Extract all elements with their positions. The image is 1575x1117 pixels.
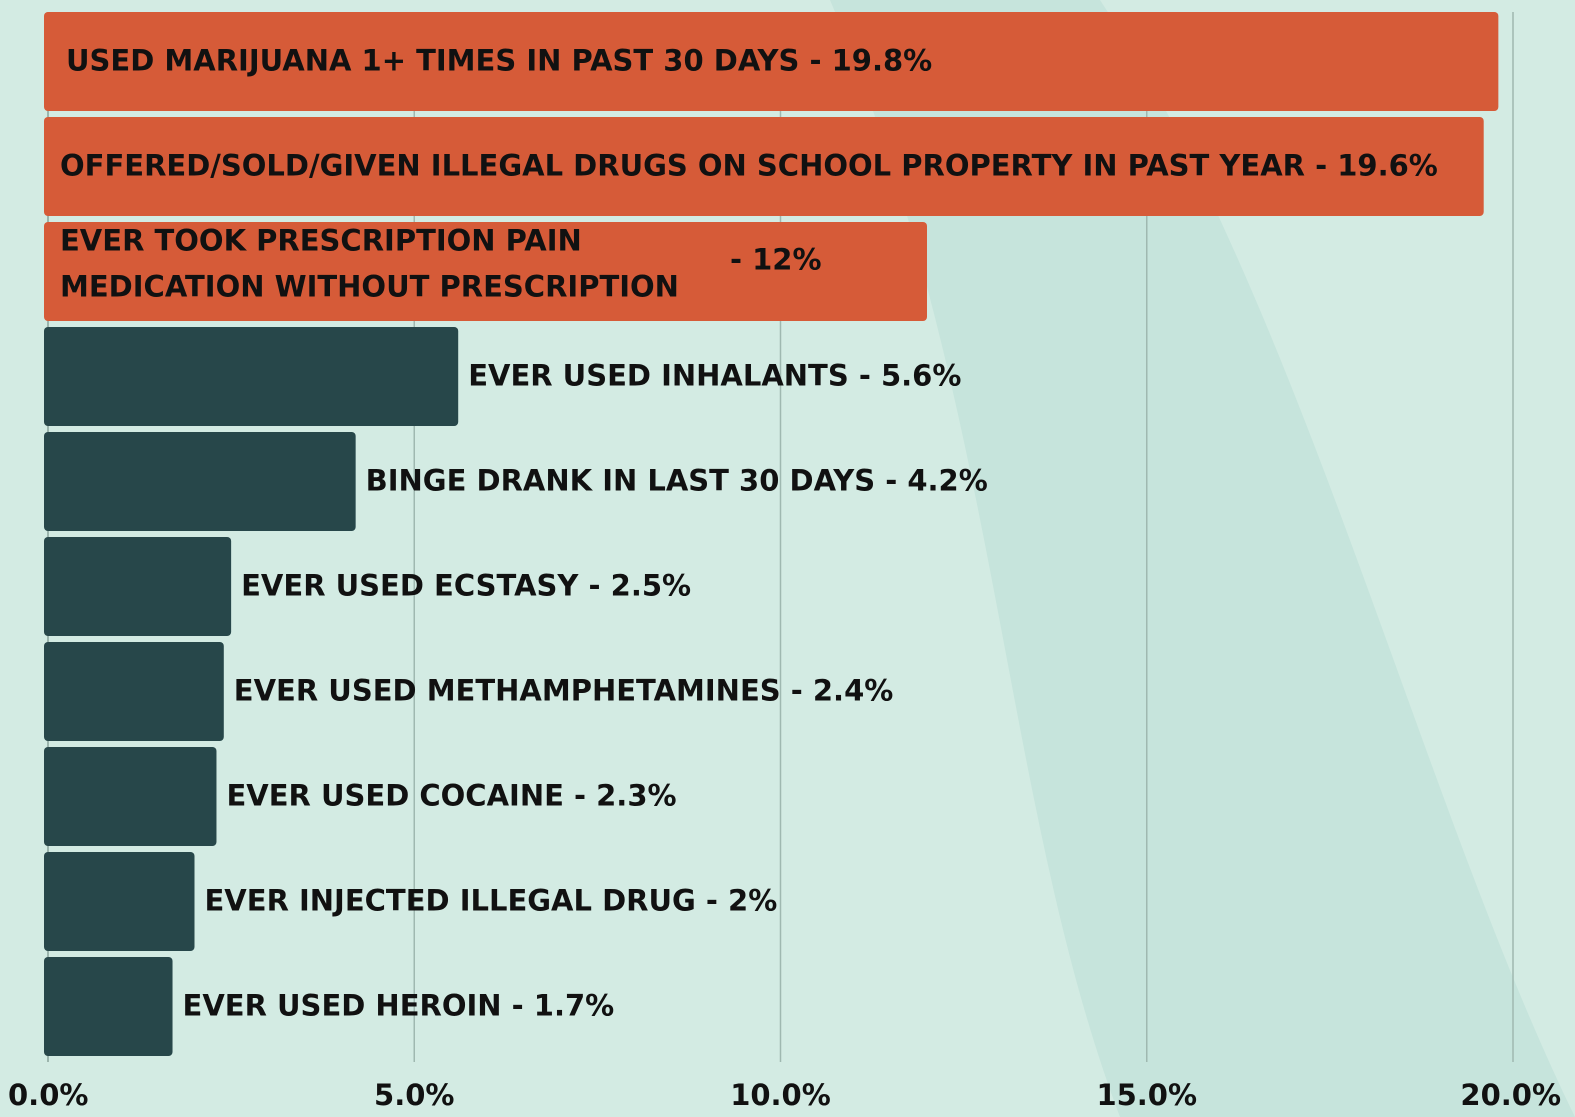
bar-label: EVER USED ECSTASY - 2.5% [241, 569, 691, 603]
bar [44, 117, 1484, 216]
bar [44, 957, 173, 1056]
bar [44, 12, 1499, 111]
bar [44, 222, 927, 321]
bar-label: EVER USED METHAMPHETAMINES - 2.4% [234, 674, 894, 708]
bar-label: EVER USED INHALANTS - 5.6% [468, 359, 961, 393]
background-shape [830, 0, 1575, 1117]
bar-label: EVER USED COCAINE - 2.3% [226, 779, 676, 813]
bar-label: EVER USED HEROIN - 1.7% [183, 989, 615, 1023]
bar [44, 747, 217, 846]
bar [44, 327, 459, 426]
bar-label: - 12% [730, 243, 822, 277]
x-tick-label: 5.0% [374, 1078, 454, 1112]
x-tick-label: 15.0% [1096, 1078, 1197, 1112]
x-tick-label: 20.0% [1460, 1078, 1561, 1112]
bar-label: EVER TOOK PRESCRIPTION PAIN [60, 224, 582, 258]
bar [44, 642, 224, 741]
x-tick-label: 0.0% [8, 1078, 88, 1112]
bar [44, 432, 356, 531]
bar-label: BINGE DRANK IN LAST 30 DAYS - 4.2% [366, 464, 988, 498]
bar-label: USED MARIJUANA 1+ TIMES IN PAST 30 DAYS … [66, 44, 932, 78]
bar-label: MEDICATION WITHOUT PRESCRIPTION [60, 270, 679, 304]
bar [44, 852, 195, 951]
bar [44, 537, 232, 636]
bar-label: EVER INJECTED ILLEGAL DRUG - 2% [205, 884, 778, 918]
bar-label: OFFERED/SOLD/GIVEN ILLEGAL DRUGS ON SCHO… [60, 149, 1438, 183]
x-tick-label: 10.0% [730, 1078, 831, 1112]
